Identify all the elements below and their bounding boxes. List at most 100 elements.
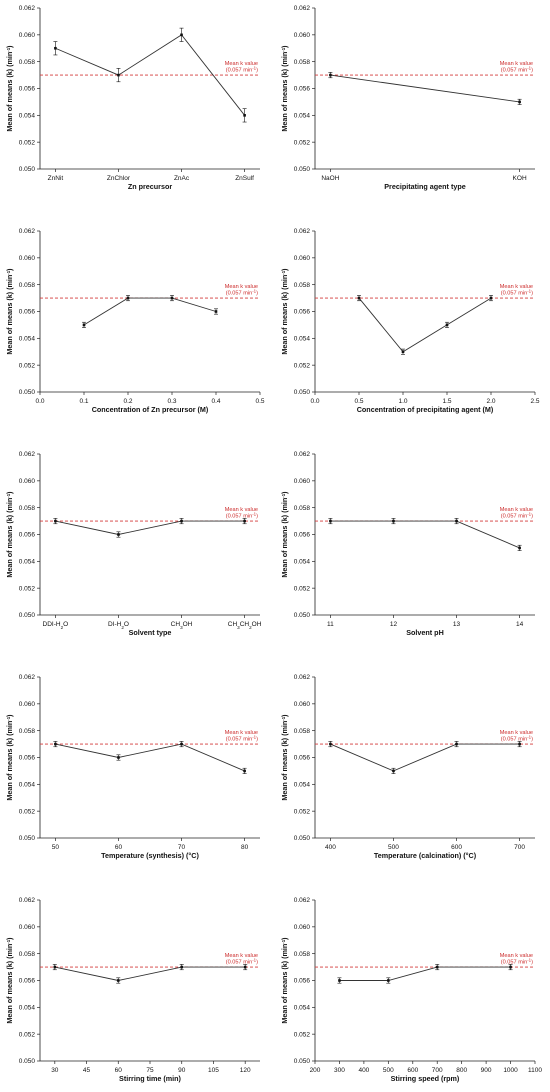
y-tick-label: 0.050	[294, 612, 311, 619]
data-point	[53, 965, 57, 969]
mean-reference-label: Mean k value	[225, 284, 258, 290]
x-tick-label: DI-H2O	[108, 621, 129, 630]
x-tick-label: 400	[358, 1067, 369, 1074]
x-tick-label: ZnAc	[174, 175, 190, 182]
x-tick-label: 70	[178, 844, 186, 851]
y-tick-label: 0.054	[19, 113, 36, 120]
mean-reference-sublabel: (0.057 min-1)	[226, 511, 258, 520]
y-tick-label: 0.056	[294, 86, 311, 93]
y-axis-title: Mean of means (k) (min-1)	[5, 937, 14, 1024]
x-tick-label: 400	[325, 844, 336, 851]
y-tick-label: 0.054	[19, 1005, 36, 1012]
y-tick-label: 0.060	[294, 924, 311, 931]
x-axis-title: Concentration of Zn precursor (M)	[92, 405, 209, 414]
data-point	[329, 519, 332, 523]
mean-reference-sublabel: (0.057 min-1)	[501, 957, 533, 966]
y-tick-label: 0.054	[19, 559, 36, 566]
y-tick-label: 0.060	[19, 478, 36, 485]
mean-reference-sublabel: (0.057 min-1)	[226, 288, 258, 297]
y-tick-label: 0.052	[19, 808, 36, 815]
x-axis-title: Solvent type	[129, 628, 172, 637]
data-point	[243, 965, 247, 969]
mean-reference-label: Mean k value	[225, 61, 258, 67]
y-tick-label: 0.054	[294, 559, 311, 566]
series-line	[55, 520, 245, 535]
y-tick-label: 0.052	[19, 139, 36, 146]
y-tick-label: 0.052	[294, 1031, 311, 1038]
y-tick-label: 0.050	[19, 166, 36, 173]
y-tick-label: 0.058	[19, 728, 36, 735]
y-tick-label: 0.052	[294, 808, 311, 815]
x-tick-label: 1.0	[398, 398, 407, 405]
mean-reference-label: Mean k value	[500, 953, 533, 959]
y-tick-label: 0.062	[19, 228, 36, 235]
data-point	[243, 114, 246, 117]
chart-9: 0.050 0.052 0.054 0.056 0.058 0.060 0.062 30 45 6…	[5, 897, 260, 1083]
y-tick-label: 0.052	[294, 362, 311, 369]
y-axis-title: Mean of means (k) (min-1)	[5, 268, 14, 355]
x-tick-label: 60	[115, 1067, 123, 1074]
x-tick-label: KOH	[513, 175, 527, 182]
x-tick-label: CH3OH	[171, 621, 193, 630]
x-axis-title: Zn precursor	[128, 182, 173, 191]
data-point	[180, 965, 184, 969]
axes	[39, 231, 260, 393]
y-tick-label: 0.060	[19, 32, 36, 39]
y-axis-title: Mean of means (k) (min-1)	[280, 491, 289, 578]
data-point	[455, 519, 458, 523]
x-tick-label: 200	[310, 1067, 321, 1074]
y-tick-label: 0.056	[19, 978, 36, 985]
y-axis-title: Mean of means (k) (min-1)	[5, 45, 14, 132]
x-tick-label: 90	[178, 1067, 186, 1074]
x-tick-label: 300	[334, 1067, 345, 1074]
mean-reference-label: Mean k value	[500, 507, 533, 513]
y-tick-label: 0.060	[294, 478, 311, 485]
data-point	[338, 979, 341, 982]
mean-reference-label: Mean k value	[500, 730, 533, 736]
mean-reference-sublabel: (0.057 min-1)	[501, 511, 533, 520]
y-tick-label: 0.050	[19, 389, 36, 396]
y-tick-label: 0.054	[19, 336, 36, 343]
x-tick-label: 1100	[528, 1067, 542, 1074]
series-line	[358, 297, 492, 353]
x-axis-title: Concentration of precipitating agent (M)	[357, 405, 494, 414]
data-point	[180, 33, 183, 37]
chart-5: 0.050 0.052 0.054 0.056 0.058 0.060 0.062 DDI-H…	[5, 451, 262, 637]
y-tick-label: 0.058	[19, 951, 36, 958]
y-tick-label: 0.056	[19, 755, 36, 762]
y-axis-title: Mean of means (k) (min-1)	[280, 937, 289, 1024]
x-tick-label: 60	[115, 844, 123, 851]
x-tick-label: 0.0	[35, 398, 44, 405]
series-line	[330, 743, 520, 772]
x-tick-label: 0.1	[79, 398, 88, 405]
x-axis-title: Temperature (calcination) (°C)	[374, 851, 477, 860]
mean-reference-label: Mean k value	[225, 953, 258, 959]
data-point	[180, 742, 183, 746]
x-tick-label: 13	[453, 621, 461, 628]
x-tick-label: 500	[383, 1067, 394, 1074]
x-axis-title: Solvent pH	[406, 628, 444, 637]
y-tick-label: 0.056	[19, 309, 36, 316]
y-tick-label: 0.060	[19, 924, 36, 931]
y-tick-label: 0.054	[19, 782, 36, 789]
y-tick-label: 0.054	[294, 782, 311, 789]
y-tick-label: 0.050	[19, 1058, 36, 1065]
mean-reference-sublabel: (0.057 min-1)	[501, 288, 533, 297]
x-tick-label: 0.3	[167, 398, 176, 405]
chart-8: 0.050 0.052 0.054 0.056 0.058 0.060 0.062 400 50…	[280, 674, 535, 860]
y-tick-label: 0.054	[294, 1005, 311, 1012]
x-tick-label: 12	[390, 621, 398, 628]
chart-1: 0.050 0.052 0.054 0.056 0.058 0.060 0.062 ZnNit…	[5, 5, 260, 191]
x-tick-label: 75	[146, 1067, 154, 1074]
data-point	[445, 323, 449, 327]
y-tick-label: 0.052	[294, 139, 311, 146]
x-tick-label: ZnSulf	[235, 175, 254, 182]
y-tick-label: 0.062	[294, 5, 311, 12]
x-tick-label: 0.5	[255, 398, 264, 405]
y-axis-title: Mean of means (k) (min-1)	[280, 45, 289, 132]
chart-6: 0.050 0.052 0.054 0.056 0.058 0.060 0.062 11 12 1…	[280, 451, 535, 637]
y-tick-label: 0.062	[19, 897, 36, 904]
y-tick-label: 0.060	[294, 32, 311, 39]
chart-2: 0.050 0.052 0.054 0.056 0.058 0.060 0.062 NaOH K…	[280, 5, 535, 191]
